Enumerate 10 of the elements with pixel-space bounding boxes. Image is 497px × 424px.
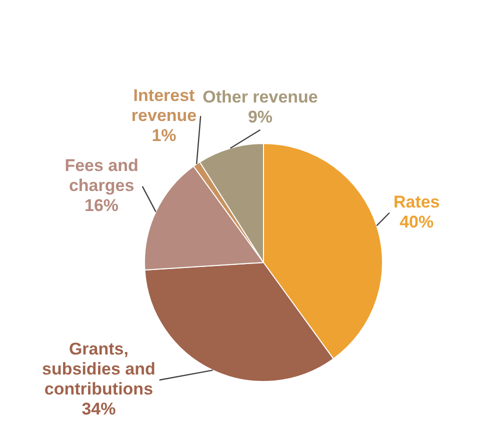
data-label: 34%	[82, 400, 116, 419]
slice-label: Fees and charges	[64, 156, 138, 195]
slice-label: Interest revenue	[131, 86, 197, 125]
data-label: 40%	[400, 212, 434, 232]
data-label: 16%	[84, 196, 119, 215]
slice-label: Rates	[393, 192, 440, 212]
data-label: 1%	[152, 126, 176, 145]
slice-label: Grants, subsidies and contributions	[42, 340, 156, 399]
data-label: 9%	[248, 108, 273, 127]
slice-label: Other revenue	[202, 88, 318, 107]
